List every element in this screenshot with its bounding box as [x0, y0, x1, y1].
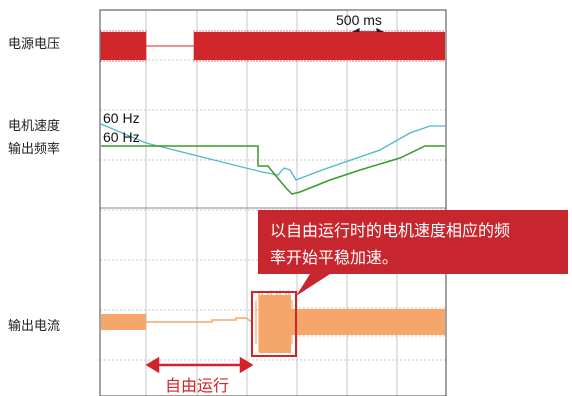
motor-speed-line	[100, 123, 445, 181]
callout-text-line1: 以自由运行时的电机速度相应的频	[270, 221, 510, 240]
label-output-current: 输出电流	[8, 319, 61, 334]
output-frequency-line	[101, 145, 445, 195]
current-band	[101, 314, 146, 330]
callout-text-line2: 率开始平稳加速。	[270, 248, 398, 267]
current-coast-line	[146, 317, 253, 323]
label-supply-voltage: 电源电压	[8, 37, 61, 52]
output-current-waveform	[101, 290, 445, 354]
plot-frame	[99, 9, 447, 396]
label-output-frequency: 输出频率	[8, 142, 61, 157]
acceleration-highlight-box	[251, 291, 297, 357]
label-motor-speed: 电机速度	[8, 119, 61, 134]
coast-label: 自由运行	[165, 376, 229, 395]
voltage-band	[101, 32, 146, 60]
callout: 以自由运行时的电机速度相应的频 率开始平稳加速。	[258, 210, 568, 296]
frequency-start-label: 60 Hz	[103, 129, 140, 145]
speed-start-label: 60 Hz	[103, 110, 140, 126]
supply-voltage-waveform	[100, 30, 445, 62]
coast-span-arrow	[145, 356, 254, 374]
scale-bar-label: 500 ms	[336, 12, 382, 28]
